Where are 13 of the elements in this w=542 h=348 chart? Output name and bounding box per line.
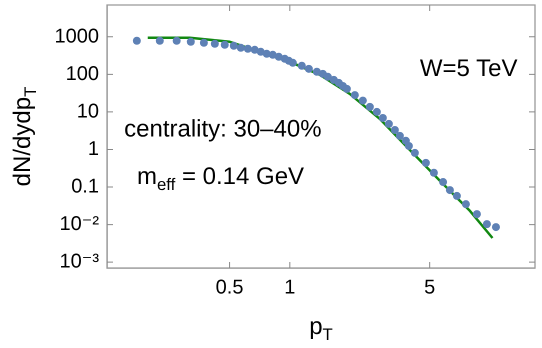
- x-tick-label: 0.5: [216, 276, 244, 299]
- y-axis-title: dN/dydpT: [9, 86, 40, 186]
- x-tick-label: 1: [284, 276, 296, 299]
- y-tick-label: 1: [88, 138, 99, 160]
- annotation: centrality: 30–40%: [124, 116, 322, 142]
- y-tick-label: 10⁻²: [60, 213, 100, 236]
- y-tick-label: 1000: [54, 25, 99, 48]
- y-tick-label: 0.1: [71, 176, 99, 198]
- y-tick-label: 100: [66, 62, 99, 85]
- y-tick-label: 10⁻³: [60, 250, 100, 273]
- y-tick-label: 10: [76, 100, 99, 122]
- annotation: W=5 TeV: [420, 55, 518, 82]
- x-tick-label: 5: [424, 276, 436, 299]
